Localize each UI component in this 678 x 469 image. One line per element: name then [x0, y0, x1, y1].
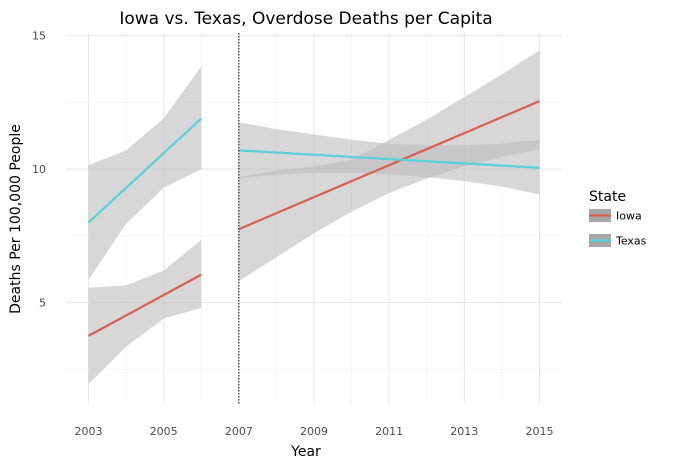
trend-line-iowa-before [87, 273, 202, 337]
legend-item-iowa: Iowa [589, 209, 642, 223]
legend-item-texas: Texas [589, 234, 647, 248]
ci-ribbon-iowa-before [88, 239, 202, 384]
y-tick-label: 5 [39, 297, 46, 310]
legend-label-texas: Texas [615, 235, 647, 248]
x-axis-title: Year [290, 444, 321, 460]
x-tick-label: 2015 [525, 425, 553, 438]
legend-title: State [589, 189, 626, 205]
tick-labels: 2003 2005 2007 2009 2011 2013 2015 5 10 15 [32, 30, 553, 438]
trend-line-iowa-after [238, 100, 540, 231]
y-tick-label: 10 [32, 163, 46, 176]
trend-lines [87, 100, 540, 337]
x-tick-label: 2007 [225, 425, 253, 438]
trend-line-texas-before [87, 117, 203, 224]
legend: State Iowa Texas [589, 189, 647, 248]
x-tick-label: 2003 [75, 425, 103, 438]
trend-line-texas-after [238, 149, 540, 169]
legend-label-iowa: Iowa [616, 210, 642, 223]
x-tick-label: 2009 [300, 425, 328, 438]
chart-title: Iowa vs. Texas, Overdose Deaths per Capi… [119, 9, 492, 29]
x-tick-label: 2013 [450, 425, 478, 438]
ci-ribbon-texas-before [88, 66, 202, 280]
y-tick-label: 15 [32, 30, 46, 43]
y-axis-title: Deaths Per 100,000 People [8, 124, 24, 314]
x-tick-label: 2011 [375, 425, 403, 438]
x-tick-label: 2005 [150, 425, 178, 438]
